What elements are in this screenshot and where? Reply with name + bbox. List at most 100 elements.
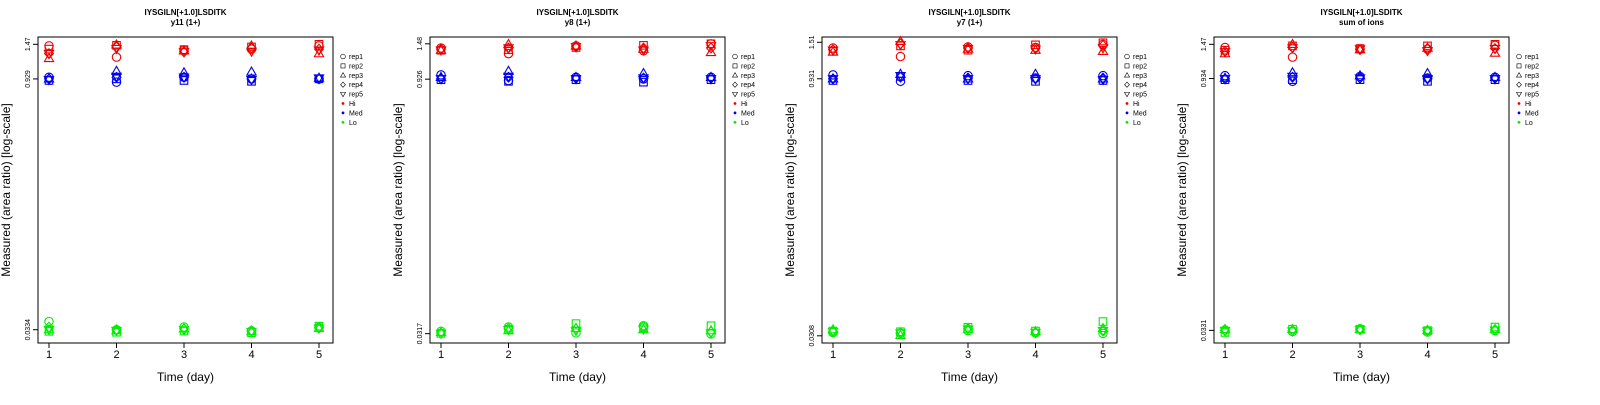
legend-label: Med [1133,110,1147,117]
legend-label: rep2 [349,63,363,70]
data-point [1489,323,1501,333]
data-point [570,43,582,53]
legend-item: Hi [733,101,748,108]
legend-color-dot [341,102,345,105]
data-point [637,325,650,336]
data-point [313,46,325,57]
data-point [1423,76,1432,86]
data-point [1219,326,1231,337]
data-point [827,46,839,57]
legend-symbol [1123,92,1131,98]
y-tick-label: 0.929 [25,70,32,88]
data-point [894,71,907,82]
data-point [43,321,55,333]
legend-symbol [340,81,346,88]
data-point [435,46,447,57]
legend-symbol [731,92,739,98]
y-axis-label: Measured (area ratio) [log-scale] [391,103,405,276]
data-point [1029,75,1042,85]
data-point [246,42,257,54]
legend-symbol [1515,72,1523,78]
legend-label: rep2 [1525,63,1539,70]
legend-label: rep5 [1525,92,1539,99]
legend-symbol [731,72,739,78]
legend-item: rep5 [731,92,755,99]
legend-color-dot [1517,120,1521,124]
data-point [1421,67,1434,78]
legend-item: Med [341,110,363,117]
legend-color-dot [341,111,345,115]
legend-label: rep3 [1525,73,1539,80]
legend-item: rep1 [1516,53,1539,61]
data-point [827,75,839,85]
legend-item: rep4 [340,81,363,89]
legend-label: Med [349,110,363,117]
y-tick-label: 1.51 [809,35,816,49]
data-point [1219,75,1231,85]
data-point [502,326,515,336]
x-tick-label: 1 [830,349,836,361]
legend-color-dot [1517,111,1521,115]
legend: rep1 rep2 rep3 rep4 rep5 Hi Med Lo [1123,53,1147,127]
data-point [435,329,447,340]
x-tick-label: 5 [1100,349,1106,361]
x-tick-label: 4 [640,349,646,361]
data-point [1097,75,1109,86]
legend-symbol [339,92,347,98]
data-point [178,322,190,333]
legend-symbol [1123,72,1131,78]
data-point [1489,47,1501,57]
legend-symbol [732,53,738,60]
legend-label: Hi [1133,101,1140,108]
chart-subtitle: sum of ions [1339,18,1384,27]
y-tick-label: 0.931 [809,70,816,88]
x-axis-label: Time (day) [941,370,998,384]
data-point [1097,326,1109,337]
data-point [435,326,447,337]
legend-label: rep1 [349,54,363,61]
legend-label: Med [1525,110,1539,117]
legend-item: rep1 [340,53,363,61]
data-point [110,44,123,55]
data-point [1286,66,1299,77]
legend-color-dot [1125,102,1129,105]
data-point [1489,326,1501,337]
legend-label: rep3 [349,73,363,80]
legend-item: rep1 [1124,53,1147,61]
legend-item: rep3 [339,72,363,80]
legend-label: rep1 [741,54,755,61]
legend-label: rep4 [1133,82,1147,89]
legend-label: rep3 [1133,73,1147,80]
plot-frame [1213,36,1510,344]
legend-label: Med [741,110,755,117]
x-tick-label: 5 [316,349,322,361]
data-point [705,42,717,52]
legend-symbol [1124,81,1130,88]
data-point [1489,75,1501,85]
legend-item: rep5 [1123,92,1147,99]
y-tick-label: 0.926 [417,70,424,88]
legend: rep1 rep2 rep3 rep4 rep5 Hi Med Lo [731,53,755,127]
y-tick-label: 1.47 [1201,37,1208,51]
data-point [245,47,258,58]
data-point [571,328,581,338]
legend-item: rep4 [1124,81,1147,89]
data-point [43,49,55,60]
legend-label: rep4 [349,82,363,89]
data-point [827,72,839,83]
data-point [637,46,650,57]
y-tick-label: 1.48 [417,37,424,51]
data-point [502,38,515,49]
data-point [1098,328,1108,339]
data-point [1286,44,1299,54]
plot-frame [429,36,726,344]
legend-symbol [1515,92,1523,98]
legend-symbol [732,63,738,69]
legend-item: Lo [341,120,357,127]
data-point [245,75,258,86]
data-point [1354,323,1366,333]
x-tick-label: 3 [1357,349,1363,361]
chart-subtitle: y7 (1+) [957,18,983,27]
